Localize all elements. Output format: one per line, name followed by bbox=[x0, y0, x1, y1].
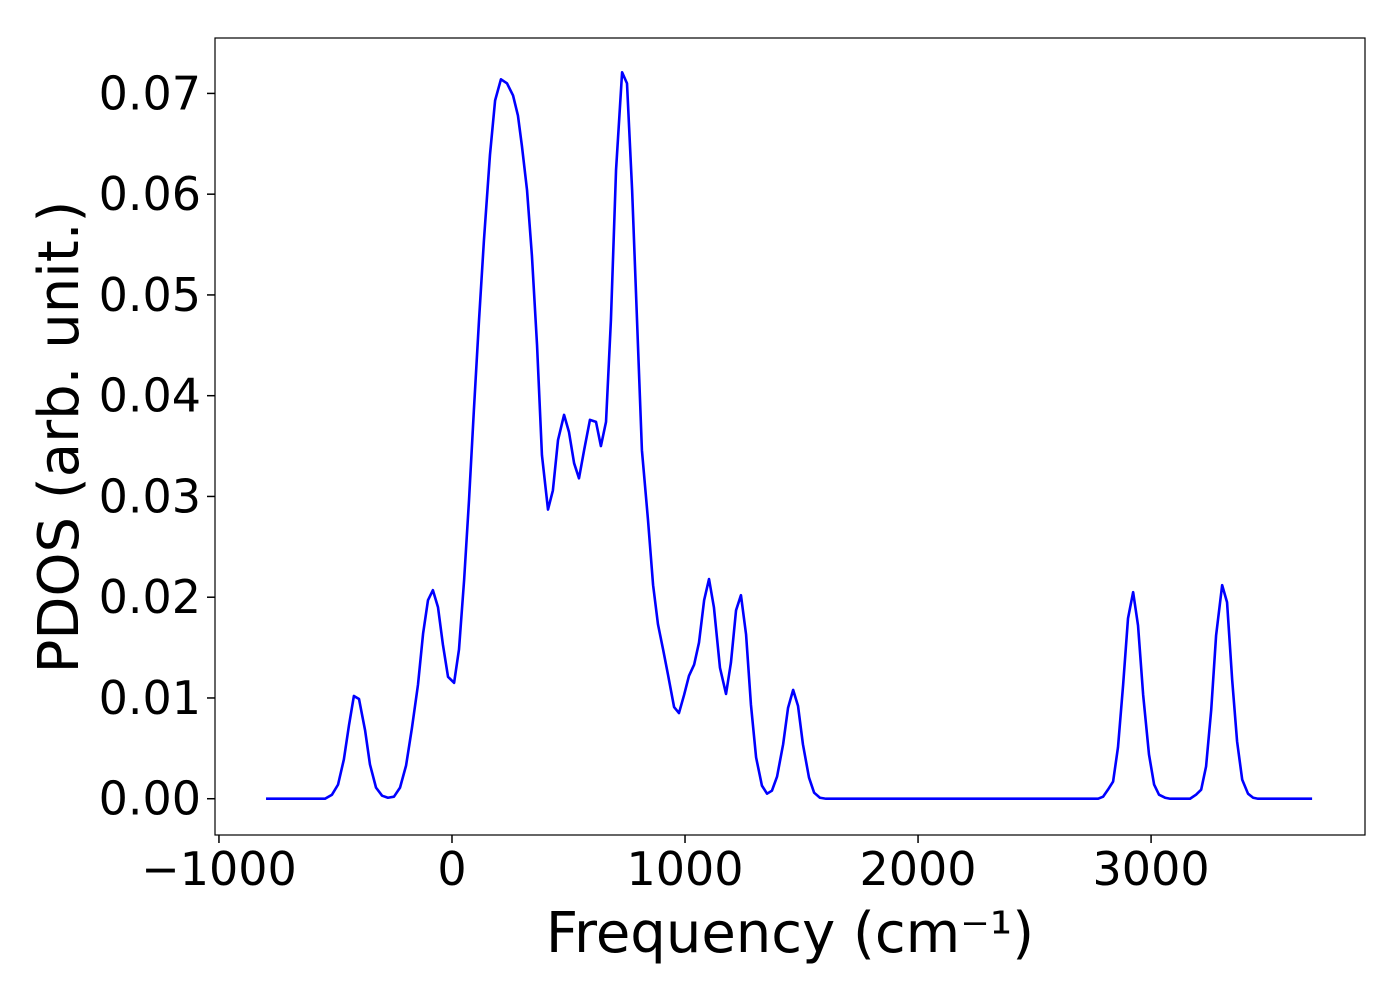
x-tick-label: −1000 bbox=[141, 842, 297, 896]
x-tick-label: 2000 bbox=[860, 842, 977, 896]
y-tick-label: 0.04 bbox=[99, 369, 201, 423]
y-tick-label: 0.02 bbox=[99, 570, 201, 624]
data-line bbox=[266, 70, 1313, 801]
x-tick-label: 1000 bbox=[626, 842, 743, 896]
x-tick-label: 3000 bbox=[1093, 842, 1210, 896]
x-tick-label: 0 bbox=[437, 842, 466, 896]
y-tick-label: 0.03 bbox=[99, 469, 201, 523]
y-tick-label: 0.07 bbox=[99, 66, 201, 120]
y-tick-label: 0.06 bbox=[99, 167, 201, 221]
y-axis-label: PDOS (arb. unit.) bbox=[27, 201, 92, 674]
y-tick-label: 0.01 bbox=[99, 671, 201, 725]
plot-frame bbox=[214, 37, 1366, 836]
y-tick-label: 0.05 bbox=[99, 268, 201, 322]
y-tick-label: 0.00 bbox=[99, 772, 201, 826]
x-axis-label: Frequency (cm⁻¹) bbox=[546, 901, 1034, 966]
